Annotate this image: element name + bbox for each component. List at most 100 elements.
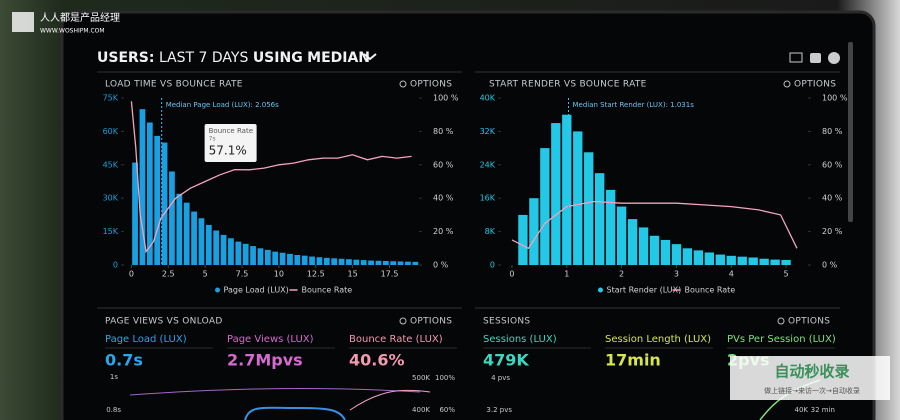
header-part: MEDIAN	[307, 50, 370, 66]
bar	[360, 260, 367, 265]
icon-help[interactable]	[828, 52, 840, 64]
scrollbar	[848, 42, 853, 222]
kpi-value: 17min	[605, 351, 661, 370]
legend-label[interactable]: Start Render (LUX)	[607, 286, 682, 295]
legend-label[interactable]: Bounce Rate	[685, 286, 736, 295]
options-icon[interactable]	[783, 80, 791, 88]
y-tick-label: 60K	[103, 127, 119, 136]
bar	[759, 258, 769, 265]
bar	[616, 206, 627, 265]
y2-tick-label: 40 %	[822, 194, 843, 203]
kpi-label: Sessions (LUX)	[483, 334, 557, 345]
bar	[375, 260, 382, 265]
header-title: USERS: LAST 7 DAYS USING MEDIAN	[97, 50, 370, 66]
bar	[213, 230, 220, 265]
bar	[301, 255, 308, 265]
bar	[316, 257, 323, 265]
watermark-title: 自动秒收录	[774, 363, 849, 381]
y2-tick-label: 100 %	[433, 94, 459, 103]
bar	[250, 246, 256, 265]
bar	[551, 123, 561, 265]
header-part: LAST 7 DAYS	[159, 50, 249, 66]
y-tick-label: 0	[113, 261, 118, 270]
axis-label: 100%	[435, 374, 455, 382]
bar	[198, 218, 205, 265]
y-tick-label: 0	[490, 261, 495, 270]
screen	[60, 10, 876, 420]
bar	[412, 261, 419, 265]
y2-tick-label: 20 %	[433, 227, 454, 236]
options-button[interactable]: OPTIONS	[410, 317, 452, 327]
bar	[169, 171, 175, 265]
axis-label: 60%	[439, 406, 455, 414]
legend-label[interactable]: Page Load (LUX)	[224, 286, 289, 295]
y2-tick-label: 20 %	[822, 227, 843, 236]
bar	[257, 248, 264, 265]
kpi-value: 2.7Mpvs	[227, 351, 303, 370]
options-icon[interactable]	[399, 317, 407, 325]
bar	[682, 248, 693, 265]
bounce-line	[130, 101, 412, 254]
bar	[154, 135, 161, 265]
y2-tick-label: 60 %	[433, 160, 454, 169]
axis-label: 0.8s	[106, 406, 121, 414]
x-tick-label: 3	[674, 270, 679, 279]
decor-curve	[129, 388, 421, 396]
legend-label[interactable]: Bounce Rate	[302, 286, 353, 295]
kpi-value: 479K	[483, 351, 529, 370]
bar	[627, 219, 638, 265]
x-tick-label: 5	[784, 270, 789, 279]
bar	[368, 260, 374, 265]
bar	[518, 214, 528, 265]
options-button[interactable]: OPTIONS	[788, 317, 830, 327]
x-tick-label: 5	[203, 270, 208, 279]
bar	[781, 259, 791, 265]
axis-label: 4 pvs	[491, 374, 510, 382]
watermark-subtitle: 做上链接→来访一次→自动收录	[764, 386, 860, 395]
bar	[584, 152, 594, 265]
panel-title: SESSIONS	[483, 317, 530, 327]
x-tick-label: 7.5	[236, 270, 249, 279]
bar	[146, 122, 153, 265]
x-tick-label: 10	[274, 270, 284, 279]
options-icon[interactable]	[777, 317, 785, 325]
icon-share[interactable]	[810, 53, 821, 63]
bar	[715, 254, 725, 265]
y-tick-label: 40K	[480, 94, 496, 103]
bar	[638, 227, 649, 265]
options-button[interactable]: OPTIONS	[794, 80, 836, 90]
x-tick-label: 0	[509, 270, 514, 279]
axis-label: 400K	[412, 406, 430, 414]
axis-label: 40K	[795, 406, 809, 414]
kpi-label: PVs Per Session (LUX)	[727, 334, 836, 345]
options-icon[interactable]	[399, 80, 407, 88]
decor-curve	[349, 389, 431, 411]
bar	[693, 250, 704, 265]
bar	[649, 235, 660, 265]
tooltip-box	[204, 124, 257, 162]
bar	[346, 259, 352, 265]
options-button[interactable]: OPTIONS	[410, 80, 452, 90]
bar	[605, 189, 616, 265]
axis-label: 3.2 pvs	[486, 406, 512, 414]
bar	[726, 255, 736, 265]
bar	[338, 258, 345, 265]
header-chevron[interactable]	[363, 53, 377, 61]
panel-title: START RENDER VS BOUNCE RATE	[489, 80, 647, 90]
tooltip-value: 57.1%	[209, 144, 247, 158]
kpi-label: Session Length (LUX)	[605, 334, 711, 345]
bar	[309, 256, 315, 265]
bar	[562, 114, 572, 265]
axis-label: 500K	[412, 374, 430, 382]
y2-tick-label: 80 %	[433, 127, 454, 136]
header-part: USERS:	[97, 50, 154, 66]
bar	[242, 243, 249, 265]
x-tick-label: 0	[129, 270, 134, 279]
tooltip-title: Bounce Rate	[209, 127, 253, 135]
bar	[279, 252, 286, 265]
panel-title: LOAD TIME VS BOUNCE RATE	[105, 80, 243, 90]
y-tick-label: 15K	[103, 227, 119, 236]
bar	[161, 142, 168, 265]
icon-monitor[interactable]	[789, 52, 803, 63]
